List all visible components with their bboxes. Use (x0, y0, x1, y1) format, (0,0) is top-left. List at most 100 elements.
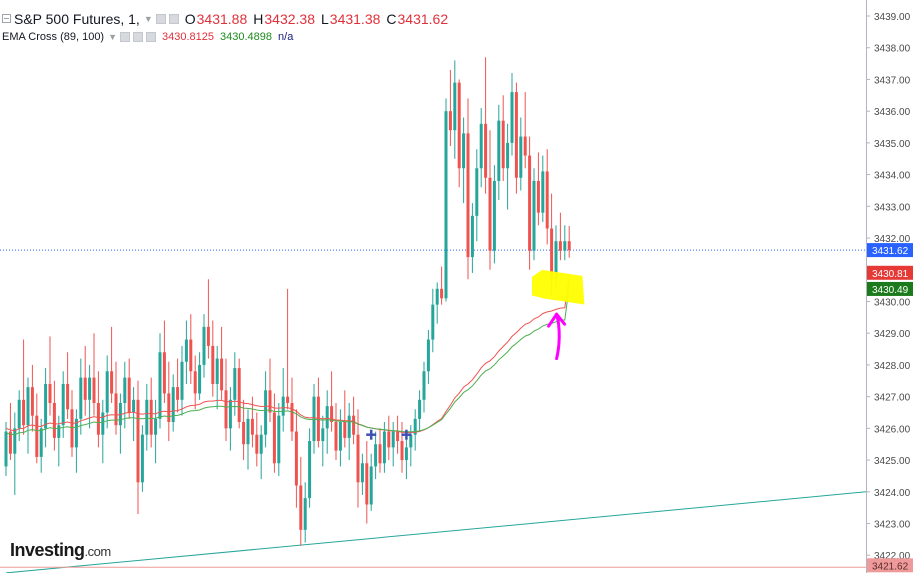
candle-body (17, 399, 21, 429)
candle-body (149, 399, 153, 435)
legend: S&P 500 Futures, 1, ▼ O 3431.88 H 3432.38 … (2, 9, 448, 46)
candle-body (206, 326, 210, 346)
candle-body (321, 428, 325, 442)
candle-body (110, 371, 114, 394)
ema-fast-line (5, 275, 570, 433)
candle-body (431, 304, 435, 340)
settings-icon[interactable] (155, 13, 166, 24)
candle-body (30, 387, 34, 416)
candle-body (448, 111, 452, 131)
indicator-caret-icon[interactable]: ▼ (108, 32, 118, 42)
candle-body (347, 415, 351, 438)
candle-body (105, 371, 109, 413)
candle-body (246, 418, 250, 445)
y-tick-label: 3425.00 (874, 456, 911, 467)
candle-body (453, 82, 457, 131)
candle-body (8, 431, 12, 454)
candle-body (167, 393, 171, 423)
candle-body (440, 288, 444, 299)
hide-icon[interactable] (168, 13, 179, 24)
high-value: 3432.38 (264, 10, 315, 27)
y-tick-label: 3424.00 (874, 488, 911, 499)
legend-main-row: S&P 500 Futures, 1, ▼ O 3431.88 H 3432.38 … (2, 9, 448, 28)
indicator-hide-icon[interactable] (133, 32, 144, 42)
candle-body (563, 241, 567, 251)
price-label-bottom-marker (867, 558, 913, 573)
price-label-text-current-price: 3431.62 (872, 246, 909, 257)
candle-body (233, 368, 237, 400)
candle-body (484, 123, 488, 178)
candle-body (488, 177, 492, 251)
candle-body (435, 288, 439, 305)
price-labels-layer: 3431.62 3430.81 3430.49 3421.62 (867, 243, 913, 573)
candle-body (554, 241, 558, 280)
candle-body (118, 402, 122, 426)
candle-body (382, 431, 386, 464)
y-tick-label: 3433.00 (874, 202, 911, 213)
candle-body (154, 418, 158, 435)
candle-body (79, 377, 83, 419)
y-tick-label: 3437.00 (874, 75, 911, 86)
open-key: O (184, 10, 196, 27)
indicator-name: EMA Cross (89, 100) (2, 31, 105, 43)
candle-body (127, 377, 131, 413)
candle-body (294, 431, 298, 486)
brand-logo: Investing.com (10, 540, 111, 561)
candle-body (193, 371, 197, 394)
price-label-current-price (867, 243, 913, 258)
candle-body (140, 434, 144, 483)
candle-body (286, 396, 290, 403)
symbol-title: S&P 500 Futures, 1, (14, 10, 140, 27)
candle-body (352, 415, 356, 435)
candle-body (176, 387, 180, 400)
candle-body (162, 352, 166, 394)
candle-body (44, 383, 48, 429)
candle-body (479, 123, 483, 169)
candle-body (462, 133, 466, 169)
candle-body (550, 228, 554, 280)
candle-body (426, 339, 430, 372)
candle-body (259, 434, 263, 454)
y-tick-label: 3427.00 (874, 393, 911, 404)
candle-body (242, 422, 246, 445)
candle-body (198, 364, 202, 394)
y-tick-label: 3422.00 (874, 551, 911, 562)
candle-body (13, 428, 17, 454)
candle-body (369, 466, 373, 505)
candle-body (360, 463, 364, 483)
candle-body (202, 326, 206, 365)
candle-body (26, 387, 30, 426)
price-label-text-ema-fast: 3430.81 (872, 269, 909, 280)
close-icon[interactable] (146, 32, 157, 42)
open-value: 3431.88 (196, 10, 248, 27)
high-key: H (253, 10, 264, 27)
candle-body (83, 377, 87, 400)
candle-body (519, 136, 523, 178)
magenta-arrow-head (547, 312, 567, 328)
candle-body (541, 171, 545, 213)
candle-body (39, 428, 43, 457)
candle-body (123, 377, 127, 403)
y-tick-label: 3429.00 (874, 329, 911, 340)
candle-body (101, 412, 105, 435)
y-tick-label: 3434.00 (874, 171, 911, 182)
collapse-icon[interactable] (2, 14, 11, 23)
indicator-row: EMA Cross (89, 100) ▼ 3430.8125 3430.489… (2, 28, 448, 46)
candle-body (224, 390, 228, 429)
y-tick-label: 3423.00 (874, 520, 911, 531)
indicator-settings-icon[interactable] (120, 32, 131, 42)
candle-body (404, 447, 408, 461)
candle-body (536, 180, 540, 213)
price-label-text-bottom-marker: 3421.62 (872, 561, 909, 572)
candle-body (378, 444, 382, 464)
candle-body (330, 406, 334, 423)
candle-body (475, 168, 479, 216)
candle-body (264, 390, 268, 435)
candle-body (470, 215, 474, 258)
dropdown-caret-icon[interactable]: ▼ (143, 13, 153, 24)
low-value: 3431.38 (329, 10, 381, 27)
candle-body (136, 399, 140, 483)
candle-body (422, 371, 426, 400)
